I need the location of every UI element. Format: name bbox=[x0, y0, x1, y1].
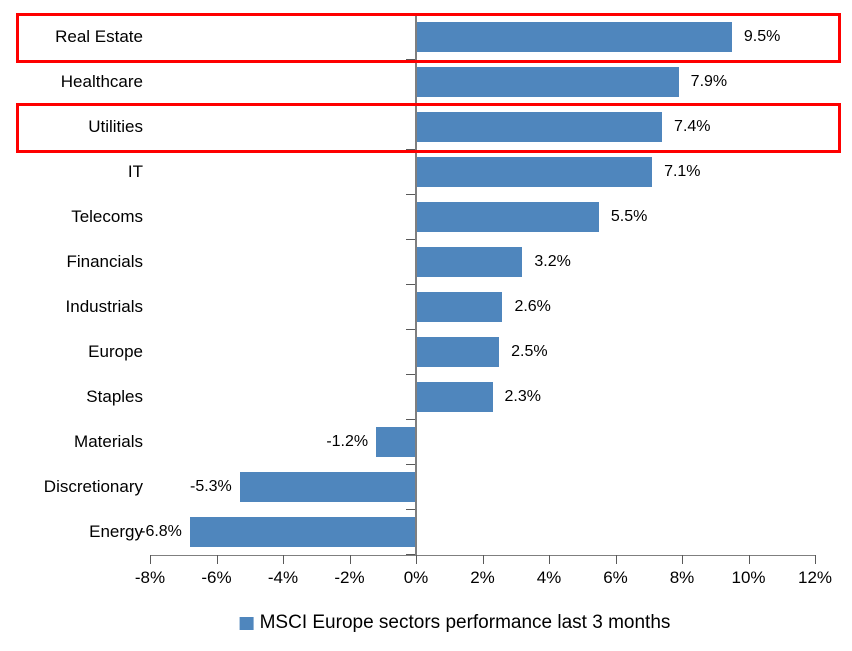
value-tick-label: 10% bbox=[731, 568, 766, 587]
value-tick-label: 12% bbox=[797, 568, 833, 587]
data-label: 9.5% bbox=[743, 28, 781, 45]
category-tick bbox=[406, 419, 415, 420]
data-label: -5.3% bbox=[189, 478, 232, 495]
bar-telecoms bbox=[416, 201, 599, 232]
data-label: -1.2% bbox=[326, 433, 369, 450]
value-tick bbox=[482, 555, 484, 564]
data-label: 5.5% bbox=[610, 208, 648, 225]
value-tick-label: 8% bbox=[669, 568, 695, 587]
category-tick bbox=[406, 464, 415, 465]
legend: MSCI Europe sectors performance last 3 m… bbox=[239, 610, 671, 636]
bar-financials bbox=[416, 246, 523, 277]
value-tick-label: 6% bbox=[603, 568, 628, 587]
category-label: Real Estate bbox=[55, 27, 143, 46]
category-label: Healthcare bbox=[60, 72, 143, 91]
value-tick bbox=[283, 555, 284, 564]
bar-it bbox=[416, 156, 653, 187]
bar-staples bbox=[416, 381, 493, 412]
category-tick bbox=[406, 239, 415, 240]
value-tick-label: 0% bbox=[403, 568, 429, 587]
bar-industrials bbox=[416, 291, 503, 322]
value-tick bbox=[216, 555, 218, 564]
category-tick bbox=[406, 59, 415, 60]
category-label: Discretionary bbox=[43, 477, 143, 496]
data-label: 3.2% bbox=[534, 253, 571, 270]
value-tick-label: 2% bbox=[470, 568, 495, 587]
legend-label: MSCI Europe sectors performance last 3 m… bbox=[259, 612, 671, 633]
category-tick bbox=[406, 149, 415, 150]
category-label: Utilities bbox=[88, 117, 143, 136]
value-tick bbox=[150, 555, 151, 564]
value-tick-label: 4% bbox=[536, 568, 562, 587]
category-label: Europe bbox=[88, 342, 143, 361]
data-label: 2.5% bbox=[511, 343, 548, 360]
data-label: -6.8% bbox=[140, 523, 182, 540]
category-label: IT bbox=[127, 162, 143, 181]
value-tick-label: -4% bbox=[267, 568, 299, 587]
value-tick bbox=[748, 555, 750, 564]
data-label: 7.9% bbox=[690, 73, 728, 90]
category-label: Materials bbox=[74, 432, 143, 451]
value-tick-label: -6% bbox=[201, 568, 232, 587]
category-label: Financials bbox=[66, 252, 143, 271]
bar-europe bbox=[416, 336, 500, 367]
data-label: 7.1% bbox=[664, 163, 701, 180]
category-tick bbox=[406, 329, 415, 330]
highlight-box-real-estate bbox=[16, 13, 841, 63]
value-tick bbox=[682, 555, 683, 564]
value-tick bbox=[549, 555, 550, 564]
bar-healthcare bbox=[416, 66, 679, 97]
category-label: Staples bbox=[86, 387, 143, 406]
data-label: 2.3% bbox=[504, 388, 541, 405]
bar-real-estate bbox=[416, 21, 732, 52]
bar-utilities bbox=[416, 111, 662, 142]
value-tick-label: -8% bbox=[134, 568, 166, 587]
category-tick bbox=[406, 284, 415, 285]
category-tick bbox=[406, 554, 415, 555]
bar-discretionary bbox=[239, 471, 416, 502]
value-tick bbox=[349, 555, 351, 564]
category-axis-line bbox=[415, 14, 417, 555]
value-tick bbox=[615, 555, 617, 564]
category-label: Industrials bbox=[65, 297, 143, 316]
bar-energy bbox=[189, 516, 416, 547]
category-label: Telecoms bbox=[71, 207, 143, 226]
highlight-box-utilities bbox=[16, 103, 841, 153]
category-tick bbox=[406, 194, 415, 195]
value-tick bbox=[416, 555, 417, 564]
bar-materials bbox=[376, 426, 416, 457]
value-tick bbox=[815, 555, 816, 564]
value-tick-label: -2% bbox=[334, 568, 365, 587]
category-label: Energy bbox=[89, 522, 143, 541]
category-tick bbox=[406, 509, 415, 510]
legend-swatch-icon bbox=[239, 616, 254, 630]
category-tick bbox=[406, 374, 415, 375]
data-label: 2.6% bbox=[514, 298, 551, 315]
data-label: 7.4% bbox=[674, 118, 711, 135]
